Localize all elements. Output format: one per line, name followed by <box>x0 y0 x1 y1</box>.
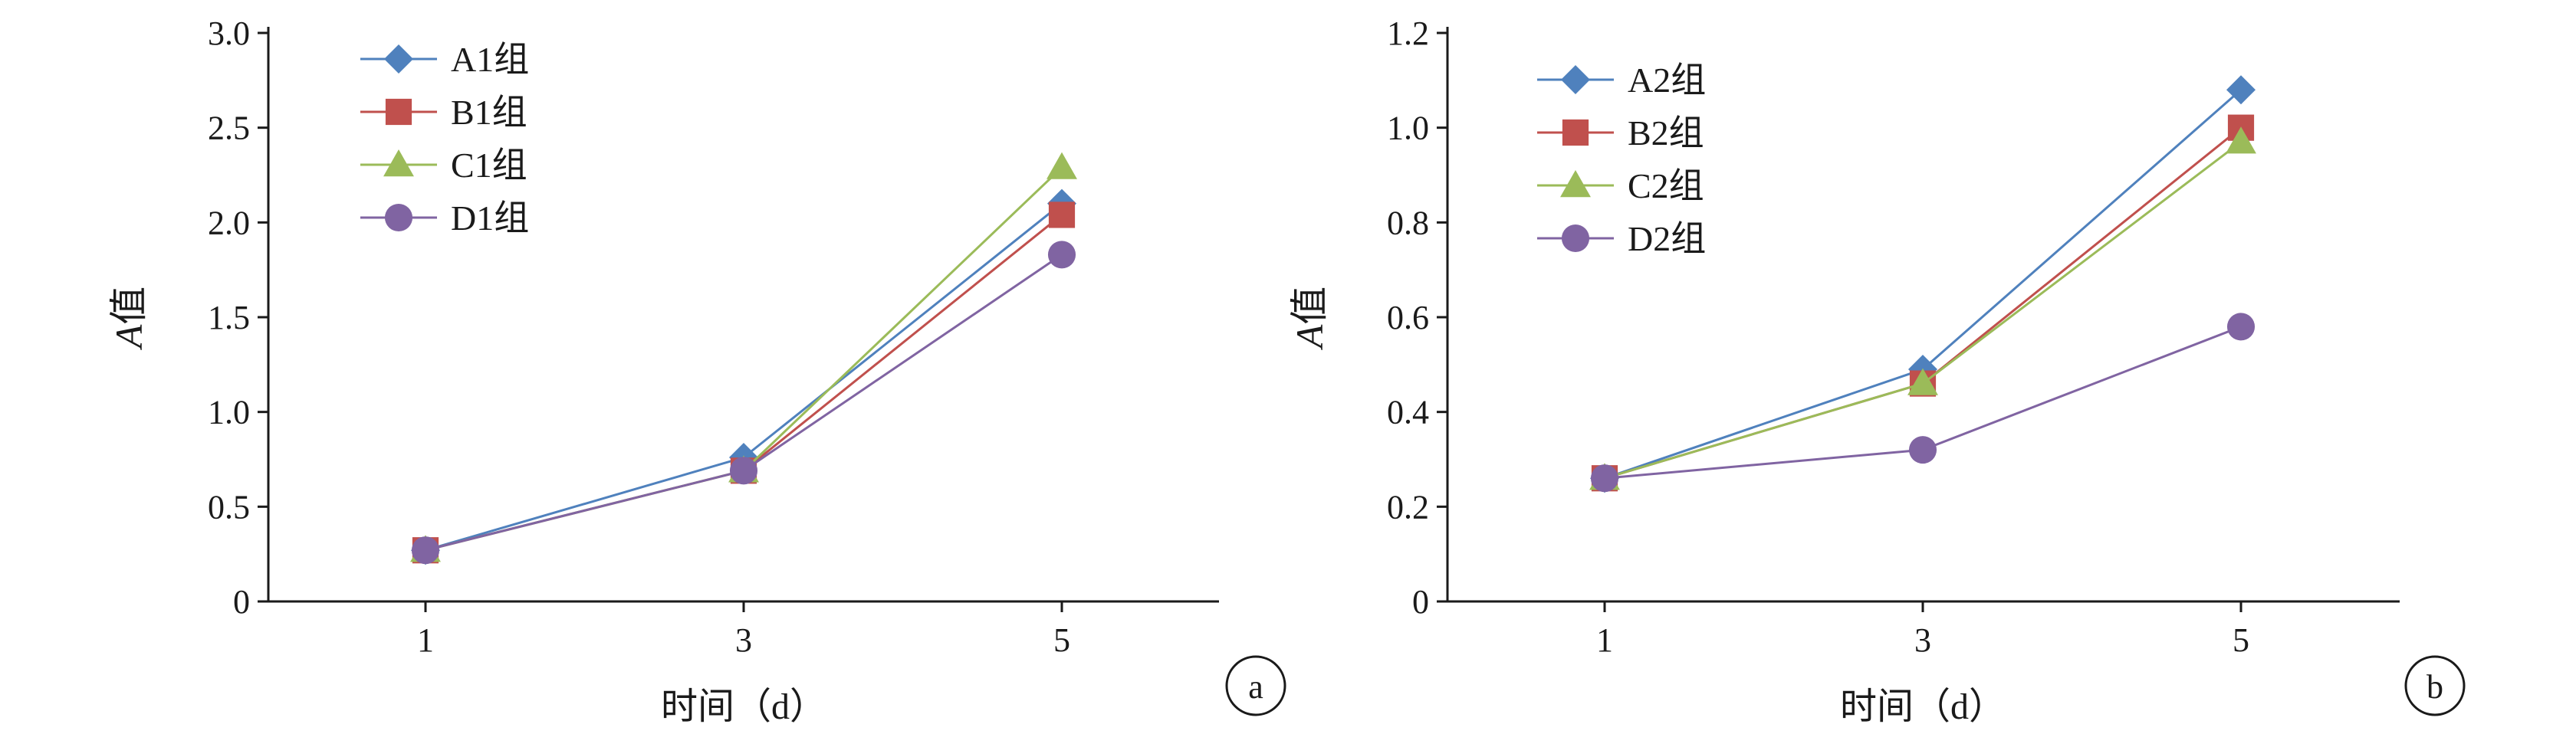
x-tick-label: 1 <box>1596 621 1613 659</box>
x-tick-label: 5 <box>2233 621 2249 659</box>
series-circle <box>411 241 1076 565</box>
legend-marker <box>383 149 414 177</box>
legend-label: D1组 <box>451 198 529 238</box>
legend-marker <box>1561 65 1590 94</box>
y-axis-label-rest: 值 <box>107 287 150 325</box>
y-tick-label: 3.0 <box>208 15 250 52</box>
series-line <box>425 214 1063 552</box>
legend-label: C1组 <box>451 146 527 185</box>
legend-marker <box>1561 224 1590 253</box>
chart-panel-b: 0 0.2 0.4 0.6 0.8 1.0 1.2 1 3 5 时间（d） A值 A2组 B2组 C2组 D2… <box>1288 15 2466 727</box>
y-axis-label-italic: A <box>1288 324 1331 350</box>
series-circle <box>1590 313 2256 493</box>
x-tick-label: 3 <box>1914 621 1931 659</box>
y-tick-label: 1.5 <box>208 299 250 336</box>
series-line <box>425 202 1063 552</box>
panel-label: a <box>1248 668 1263 706</box>
data-point <box>1908 436 1937 464</box>
chart-panel-a: 0 0.5 1.0 1.5 2.0 2.5 3.0 1 3 5 时间（d） A值 A1组 B1组 C1组 D1… <box>107 15 1286 727</box>
x-axis-label: 时间（d） <box>661 686 826 727</box>
y-tick-label: 2.5 <box>208 110 250 147</box>
y-tick-label: 1.2 <box>1387 15 1429 52</box>
data-point <box>1047 241 1076 269</box>
data-point <box>1907 368 1938 395</box>
x-tick-label: 5 <box>1053 621 1070 659</box>
y-tick-label: 0.2 <box>1387 488 1429 526</box>
legend-label: C2组 <box>1628 166 1704 205</box>
y-tick-label: 0 <box>1412 583 1429 621</box>
x-axis-label: 时间（d） <box>1840 686 2006 727</box>
data-point <box>1590 464 1619 493</box>
y-tick-label: 0.8 <box>1387 204 1429 241</box>
series-square <box>412 202 1076 564</box>
legend-marker <box>384 44 413 74</box>
y-tick-label: 0 <box>233 583 250 621</box>
panel-label-circle <box>1225 655 1286 716</box>
legend-label: D2组 <box>1628 219 1706 258</box>
x-tick-label: 1 <box>417 621 434 659</box>
y-tick-label: 0.5 <box>208 488 250 526</box>
y-tick-label: 1.0 <box>208 394 250 431</box>
y-axis-label-italic: A <box>107 324 150 350</box>
x-tick-label: 3 <box>735 621 752 659</box>
legend-marker <box>384 203 413 232</box>
legend-marker <box>385 98 412 126</box>
series-diamond <box>411 188 1076 565</box>
data-point <box>729 457 758 485</box>
legend-marker <box>1562 119 1589 146</box>
y-tick-label: 2.0 <box>208 204 250 241</box>
legend: A1组 B1组 C1组 D1组 <box>360 40 529 238</box>
legend-label: B2组 <box>1628 113 1704 152</box>
data-point <box>2226 126 2256 154</box>
y-tick-label: 0.4 <box>1387 394 1429 431</box>
y-axis-label: A值 <box>107 287 150 351</box>
panel-label: b <box>2426 668 2443 706</box>
series-line <box>425 254 1063 552</box>
panel-label-circle <box>2404 655 2466 716</box>
data-point <box>1046 152 1077 179</box>
legend-label: B1组 <box>451 93 527 132</box>
y-tick-label: 0.6 <box>1387 299 1429 336</box>
data-point <box>2226 75 2256 105</box>
legend-label: A2组 <box>1628 61 1706 100</box>
data-point <box>411 536 440 565</box>
legend: A2组 B2组 C2组 D2组 <box>1537 61 1706 258</box>
legend-marker <box>1560 170 1591 198</box>
y-tick-label: 1.0 <box>1387 110 1429 147</box>
y-axis-label: A值 <box>1288 287 1331 351</box>
legend-label: A1组 <box>451 40 529 79</box>
y-axis-label-rest: 值 <box>1288 287 1331 325</box>
data-point <box>2226 313 2256 341</box>
data-point <box>1048 202 1076 228</box>
